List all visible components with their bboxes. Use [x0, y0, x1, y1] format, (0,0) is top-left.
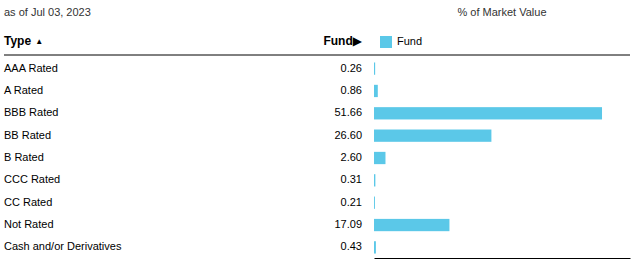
- bar: [374, 152, 385, 164]
- data-label: 51.66: [334, 106, 362, 118]
- legend-label: Fund: [397, 35, 422, 47]
- title: as of Jul 03, 2023: [4, 6, 91, 18]
- category-label: AAA Rated: [4, 62, 58, 74]
- bar: [374, 241, 376, 253]
- x-axis-line: [375, 258, 631, 259]
- category-label: A Rated: [4, 84, 43, 96]
- data-label: 0.31: [341, 173, 362, 185]
- category-label: CC Rated: [4, 196, 52, 208]
- data-labels: 0.26 0.86 51.66 26.60 2.60 0.31 0.21 17.09 0.43: [334, 62, 362, 253]
- category-label: Not Rated: [4, 218, 54, 230]
- x-axis-label: % of Market Value: [457, 6, 546, 18]
- y-axis-label: Type: [4, 34, 31, 48]
- data-label: 0.26: [341, 62, 362, 74]
- data-label: 0.43: [341, 240, 362, 252]
- bar: [374, 85, 378, 97]
- annotation: Fund▶: [323, 34, 362, 48]
- bars: [374, 62, 602, 253]
- data-label: 2.60: [341, 151, 362, 163]
- data-label: 17.09: [334, 218, 362, 230]
- category-label: BB Rated: [4, 129, 51, 141]
- bar: [374, 130, 491, 142]
- bar: [374, 62, 375, 74]
- chart: as of Jul 03, 2023 % of Market Value Type ▲…: [0, 0, 640, 274]
- category-label: B Rated: [4, 151, 44, 163]
- category-label: Cash and/or Derivatives: [4, 240, 122, 252]
- bar: [374, 174, 375, 186]
- legend: Fund: [380, 35, 422, 48]
- category-label: BBB Rated: [4, 106, 58, 118]
- data-label: 26.60: [334, 129, 362, 141]
- data-label: 0.86: [341, 84, 362, 96]
- bar: [374, 197, 375, 209]
- bar: [374, 219, 449, 231]
- data-label: 0.21: [341, 196, 362, 208]
- annotation: ▲: [35, 37, 43, 46]
- category-labels: AAA Rated A Rated BBB Rated BB Rated B Rated…: [4, 62, 122, 253]
- header-rule: [4, 55, 630, 56]
- legend-swatch: [380, 36, 392, 48]
- category-label: CCC Rated: [4, 173, 60, 185]
- x-axis: [375, 258, 631, 259]
- bar: [374, 107, 602, 119]
